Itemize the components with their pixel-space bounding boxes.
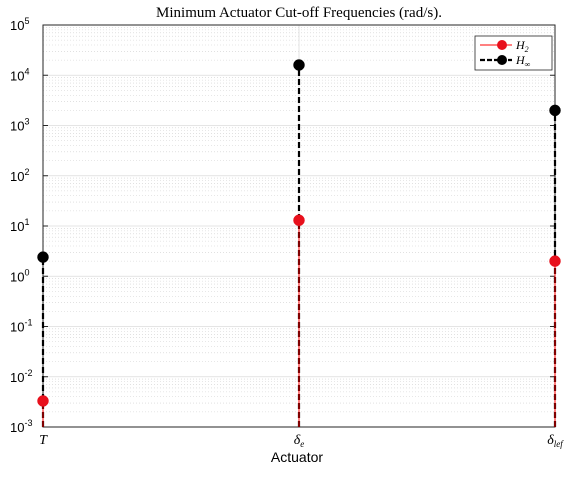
x-tick-label: δe xyxy=(294,433,305,449)
stem-marker xyxy=(549,255,561,267)
x-axis-label: Actuator xyxy=(271,449,323,465)
y-tick-label: 103 xyxy=(10,117,29,134)
grid xyxy=(42,24,556,428)
stem-marker xyxy=(293,59,305,71)
x-tick-label: T xyxy=(39,433,48,448)
y-tick-label: 10-3 xyxy=(10,418,32,435)
y-tick-label: 101 xyxy=(10,217,29,234)
chart-title: Minimum Actuator Cut-off Frequencies (ra… xyxy=(156,5,442,21)
legend-label: H∞ xyxy=(515,53,531,69)
legend-marker xyxy=(497,40,507,50)
y-tick-label: 105 xyxy=(10,16,29,33)
legend-box xyxy=(474,35,553,71)
stem-marker xyxy=(37,395,49,407)
stem-markers xyxy=(37,59,561,407)
stem-marker xyxy=(37,251,49,263)
y-tick-label: 104 xyxy=(10,66,29,83)
x-tick-label: δlef xyxy=(547,433,564,449)
y-tick-label: 100 xyxy=(10,267,29,284)
y-tick-label: 10-1 xyxy=(10,318,32,335)
stem-marker xyxy=(549,104,561,117)
y-tick-label: 102 xyxy=(10,167,29,184)
y-tick-label: 10-2 xyxy=(10,368,32,385)
legend: H2H∞ xyxy=(474,35,553,71)
axis-ticks: 10-3 10-2 10-1 100 101 102 103 104 105 T δe δlef xyxy=(10,16,564,449)
stem-marker xyxy=(293,214,305,227)
legend-label: H2 xyxy=(515,38,529,54)
legend-marker xyxy=(497,55,507,65)
